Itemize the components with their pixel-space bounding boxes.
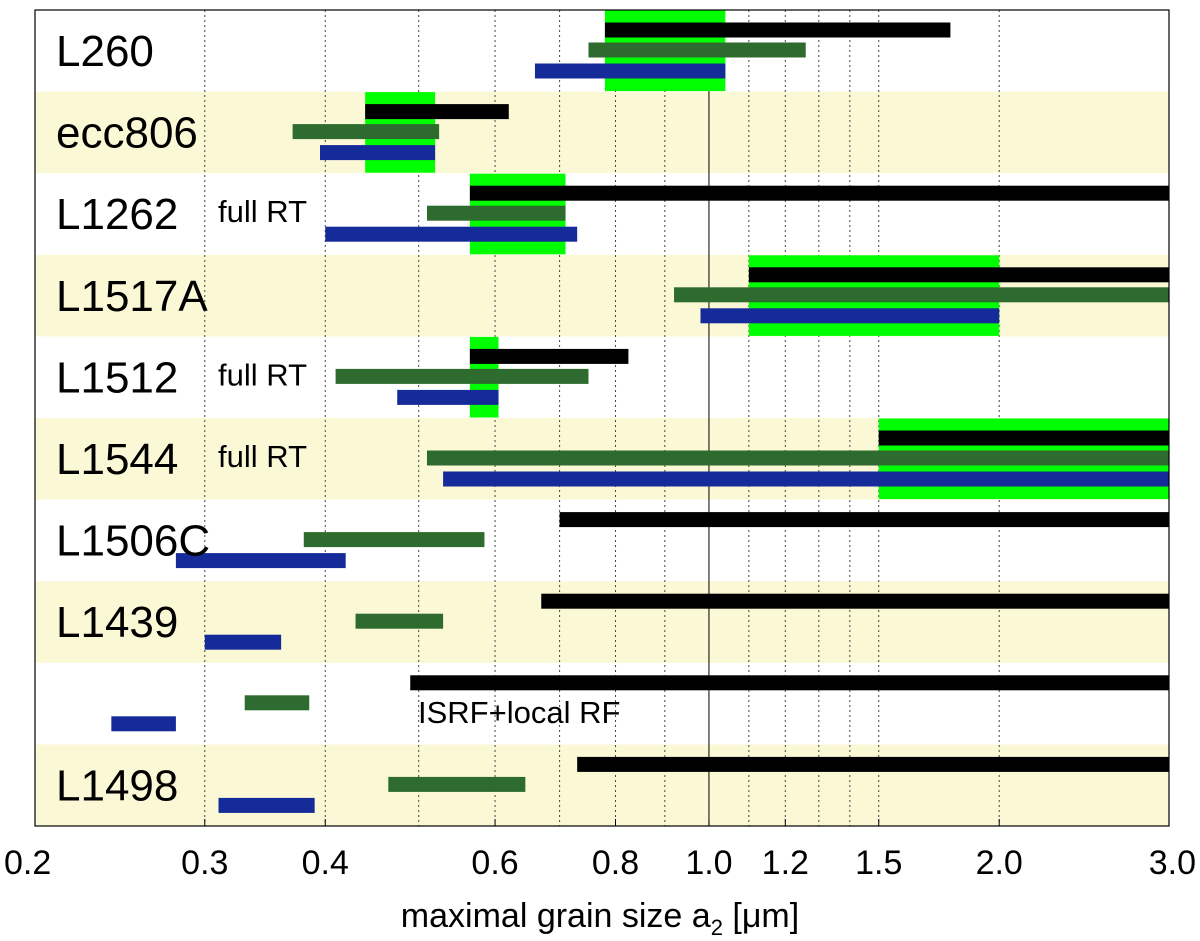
dark-green-range-bar xyxy=(426,205,566,221)
plot-frame xyxy=(34,9,1170,827)
x-tick-label: 2.0 xyxy=(976,844,1023,882)
row-label: L1544 xyxy=(56,435,178,484)
dark-green-range-bar xyxy=(244,695,310,711)
dark-green-range-bar xyxy=(388,776,526,792)
blue-range-bar xyxy=(397,389,499,405)
dark-green-range-bar xyxy=(588,42,806,58)
dark-green-range-bar xyxy=(426,450,1169,466)
row-label: L1439 xyxy=(56,598,178,647)
dark-green-range-bar xyxy=(335,368,589,384)
row-label: L1262 xyxy=(56,190,178,239)
row-label: L1517A xyxy=(56,272,208,321)
x-axis-label-main: maximal grain size a xyxy=(401,897,711,935)
dark-green-range-bar xyxy=(355,613,444,629)
range-bar-layer xyxy=(111,22,1170,813)
x-tick-label: 1.5 xyxy=(855,844,902,882)
x-tick-label: 0.6 xyxy=(471,844,518,882)
blue-range-bar xyxy=(204,634,282,650)
dark-green-range-bar xyxy=(292,124,440,140)
x-axis-ticks: 0.2 0.3 0.4 0.6 0.8 1.0 1.2 1.5 2.0 3.0 xyxy=(4,819,1196,882)
black-range-bar xyxy=(559,512,1169,528)
black-range-bar xyxy=(469,348,629,364)
x-axis-label-subscript: 2 xyxy=(711,915,723,940)
black-range-bar xyxy=(469,185,1169,201)
black-range-bar xyxy=(410,675,1170,691)
blue-range-bar xyxy=(700,308,1000,324)
x-tick-label: 1.0 xyxy=(685,844,732,882)
x-tick-label: 0.8 xyxy=(592,844,639,882)
x-tick-label: 0.4 xyxy=(302,844,349,882)
x-tick-label: 1.2 xyxy=(762,844,809,882)
blue-range-bar xyxy=(325,226,578,242)
row-note: full RT xyxy=(218,357,307,392)
black-range-bar xyxy=(748,267,1169,283)
row-label: L1498 xyxy=(56,761,178,810)
dark-green-range-bar xyxy=(303,532,485,548)
blue-range-bar xyxy=(319,145,436,161)
row-label: L260 xyxy=(56,27,154,76)
row-note: ISRF+local RF xyxy=(418,695,620,730)
row-label: L1506C xyxy=(56,517,210,566)
blue-range-bar xyxy=(111,716,176,732)
blue-range-bar xyxy=(534,63,726,79)
x-axis-label-unit: [μm] xyxy=(723,897,799,935)
row-note: full RT xyxy=(218,194,307,229)
row-label: ecc806 xyxy=(56,109,198,158)
blue-range-bar xyxy=(218,797,315,813)
black-range-bar xyxy=(365,104,509,120)
x-tick-label: 3.0 xyxy=(1149,844,1196,882)
blue-range-bar xyxy=(443,471,1169,487)
blue-range-bar xyxy=(175,553,346,569)
black-range-bar xyxy=(541,593,1169,609)
black-range-bar xyxy=(577,756,1169,772)
dark-green-range-bar xyxy=(674,287,1169,303)
row-shade xyxy=(35,91,1169,174)
x-tick-label: 0.3 xyxy=(181,844,228,882)
row-note: full RT xyxy=(218,439,307,474)
black-range-bar xyxy=(878,430,1169,446)
black-range-bar xyxy=(604,22,951,38)
x-tick-label: 0.2 xyxy=(4,844,51,882)
row-label-layer: L260 ecc806 L1262 full RT L1517A L1512 full RT… xyxy=(56,27,620,810)
row-label: L1512 xyxy=(56,353,178,402)
x-axis-label: maximal grain size a2 [μm] xyxy=(401,897,799,940)
